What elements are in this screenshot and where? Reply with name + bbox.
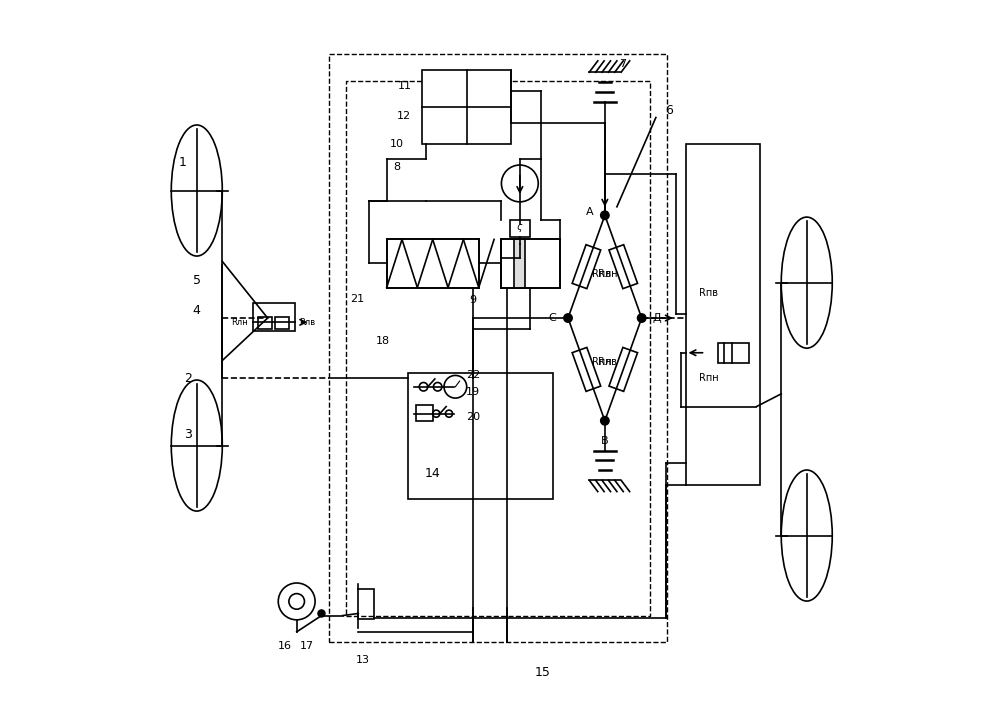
Text: 22: 22: [466, 370, 480, 380]
Circle shape: [637, 313, 646, 322]
Bar: [572, 348, 601, 391]
Text: 10: 10: [390, 139, 404, 149]
Text: $\varsigma$: $\varsigma$: [516, 222, 524, 234]
Text: Rлв: Rлв: [598, 357, 617, 367]
Bar: [422, 70, 511, 144]
Text: 7: 7: [619, 59, 626, 69]
Text: Rлв: Rлв: [299, 318, 315, 327]
Text: Rпн: Rпн: [592, 357, 612, 367]
Text: 11: 11: [397, 81, 411, 91]
Bar: [514, 239, 525, 288]
Text: 15: 15: [535, 665, 550, 679]
Text: Rпв: Rпв: [592, 269, 611, 279]
Bar: [416, 405, 433, 421]
Text: 4: 4: [193, 304, 201, 318]
Circle shape: [318, 610, 325, 617]
Text: Rлн: Rлн: [598, 269, 618, 279]
Text: 17: 17: [300, 641, 314, 651]
Bar: [609, 348, 638, 391]
Text: 13: 13: [356, 655, 370, 665]
Text: 20: 20: [466, 412, 480, 422]
Bar: [258, 316, 272, 329]
Text: C: C: [549, 313, 556, 323]
Text: 3: 3: [184, 428, 192, 441]
Bar: [358, 589, 374, 619]
Circle shape: [601, 416, 609, 425]
Text: 14: 14: [425, 468, 441, 481]
Circle shape: [601, 211, 609, 220]
Text: 21: 21: [350, 294, 364, 304]
Bar: [510, 220, 530, 236]
Text: A: A: [585, 207, 593, 217]
Text: Rлн: Rлн: [231, 318, 248, 327]
Bar: [718, 343, 749, 363]
Text: Д: Д: [653, 313, 662, 323]
Text: 1: 1: [179, 156, 187, 169]
Bar: [609, 245, 638, 288]
Bar: [408, 373, 553, 498]
Circle shape: [564, 313, 572, 322]
Text: 2: 2: [184, 372, 192, 385]
Bar: [387, 239, 479, 288]
Bar: [329, 54, 667, 642]
Bar: [501, 239, 560, 288]
Text: Rпн: Rпн: [699, 373, 719, 383]
Text: 5: 5: [193, 274, 201, 287]
Bar: [275, 316, 289, 329]
Text: 6: 6: [665, 104, 673, 117]
Text: 9: 9: [470, 296, 477, 306]
Text: 8: 8: [394, 162, 401, 172]
Text: Rпв: Rпв: [699, 288, 718, 298]
Circle shape: [444, 376, 467, 398]
Text: 16: 16: [278, 641, 292, 651]
Text: B: B: [601, 436, 609, 446]
Bar: [572, 245, 601, 288]
Bar: [686, 144, 760, 485]
Text: 19: 19: [466, 388, 480, 398]
Bar: [346, 81, 650, 615]
Text: 18: 18: [375, 336, 389, 346]
Bar: [253, 303, 295, 331]
Text: 12: 12: [397, 111, 411, 121]
